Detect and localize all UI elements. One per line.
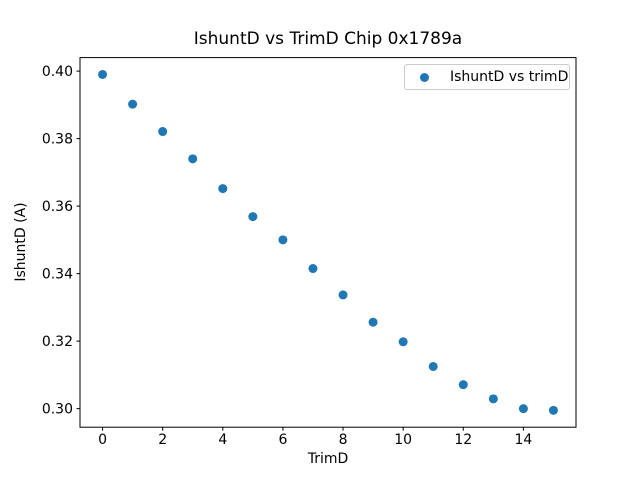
legend-marker-dot-icon <box>420 72 429 82</box>
y-tick-label: 0.40 <box>42 64 73 80</box>
legend-box: IshuntD vs trimD <box>404 64 570 90</box>
y-tick-label: 0.36 <box>42 199 73 215</box>
x-tick-label: 6 <box>278 432 287 448</box>
data-point <box>308 264 318 274</box>
data-point <box>218 184 228 194</box>
plot-border <box>79 57 577 428</box>
data-point <box>428 361 438 371</box>
data-point <box>158 127 168 137</box>
x-tick-label: 2 <box>158 432 167 448</box>
data-point <box>248 212 258 222</box>
data-point <box>338 290 348 300</box>
data-point <box>488 394 498 404</box>
x-tick-label: 4 <box>218 432 227 448</box>
data-point <box>278 235 288 245</box>
data-point <box>548 405 558 415</box>
data-point <box>128 99 138 109</box>
x-tick-label: 12 <box>454 432 472 448</box>
legend-label: IshuntD vs trimD <box>450 69 569 85</box>
data-point <box>398 337 408 347</box>
x-tick-label: 14 <box>514 432 532 448</box>
data-point <box>458 380 468 390</box>
data-point <box>188 154 198 164</box>
y-tick-label: 0.34 <box>42 267 73 283</box>
x-tick-label: 0 <box>98 432 107 448</box>
x-tick-label: 8 <box>339 432 348 448</box>
y-tick-label: 0.32 <box>42 334 73 350</box>
y-tick-label: 0.30 <box>42 402 73 418</box>
y-tick-label: 0.38 <box>42 132 73 148</box>
x-axis-label: TrimD <box>307 451 349 467</box>
x-tick-label: 10 <box>394 432 412 448</box>
data-point <box>368 317 378 327</box>
data-point <box>98 69 108 79</box>
chart-title: IshuntD vs TrimD Chip 0x1789a <box>193 29 463 49</box>
data-point <box>518 404 528 414</box>
